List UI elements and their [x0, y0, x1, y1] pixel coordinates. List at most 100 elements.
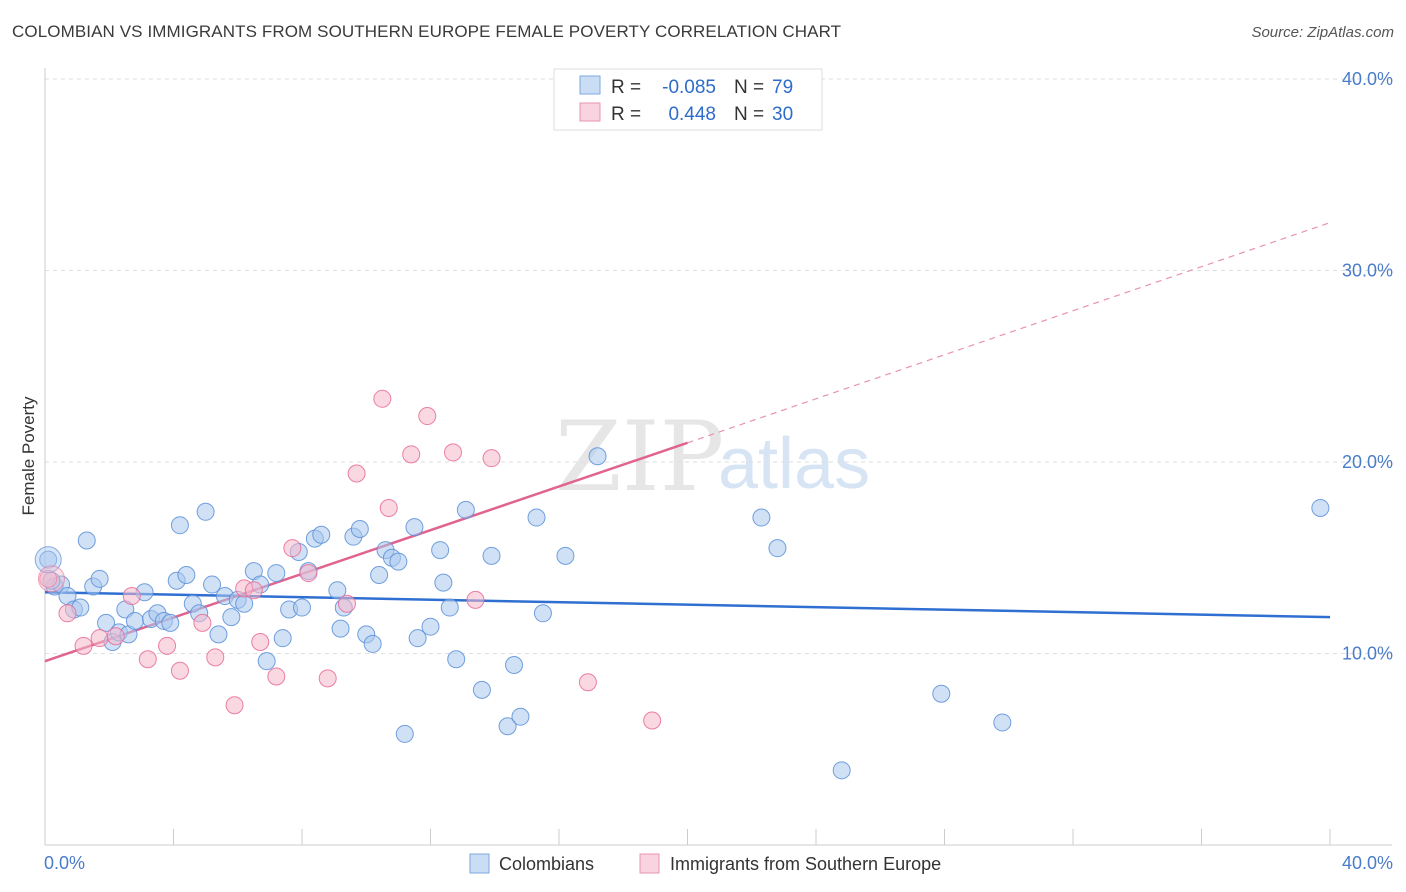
stats-legend: R = -0.085 N = 79 R = 0.448 N = 30 — [553, 68, 823, 131]
legend-n-label-1: N = — [734, 77, 764, 98]
point-colombians-50 — [370, 565, 389, 584]
point-colombians-59 — [434, 573, 453, 592]
x-tick-label-1: 40.0% — [1342, 853, 1393, 873]
y-tick-label-1: 20.0% — [1342, 452, 1393, 472]
point-colombians-19 — [161, 613, 180, 632]
point-southern-europe-14 — [251, 633, 270, 652]
chart-title: COLOMBIAN VS IMMIGRANTS FROM SOUTHERN EU… — [12, 22, 842, 41]
point-colombians-55 — [405, 518, 424, 537]
point-southern-europe-21 — [373, 389, 392, 408]
x-tick-label-0: 0.0% — [44, 853, 85, 873]
data-points — [34, 389, 1330, 780]
point-colombians-22 — [177, 565, 196, 584]
point-southern-europe-27 — [482, 449, 501, 468]
point-southern-europe-19 — [337, 594, 356, 613]
point-southern-europe-4 — [106, 627, 125, 646]
point-southern-europe-29 — [643, 711, 662, 730]
legend-r-value-2: 0.448 — [668, 104, 716, 125]
point-colombians-68 — [527, 508, 546, 527]
point-southern-europe-23 — [402, 445, 421, 464]
point-southern-europe-9 — [193, 613, 212, 632]
point-southern-europe-11 — [225, 696, 244, 715]
y-tick-label-3: 40.0% — [1342, 69, 1393, 89]
point-southern-europe-22 — [379, 498, 398, 517]
point-southern-europe-25 — [443, 443, 462, 462]
legend-swatch-southern-europe — [579, 102, 601, 122]
point-colombians-63 — [472, 680, 491, 699]
point-colombians-75 — [932, 684, 951, 703]
point-southern-europe-3 — [90, 629, 109, 648]
legend-n-value-1: 79 — [772, 77, 793, 98]
point-colombians-43 — [328, 581, 347, 600]
point-colombians-26 — [203, 575, 222, 594]
point-southern-europe-7 — [158, 636, 177, 655]
point-southern-europe-13 — [244, 581, 263, 600]
chart-source: Source: ZipAtlas.com — [1251, 24, 1394, 41]
point-colombians-9 — [97, 613, 116, 632]
point-colombians-72 — [752, 508, 771, 527]
point-colombians-70 — [556, 546, 575, 565]
point-colombians-62 — [456, 500, 475, 519]
point-colombians-49 — [363, 634, 382, 653]
series-legend-swatch-southern-europe — [639, 853, 660, 874]
point-southern-europe-24 — [418, 407, 437, 426]
y-tick-labels: 10.0% 20.0% 30.0% 40.0% — [1342, 69, 1393, 664]
watermark-atlas: atlas — [718, 424, 870, 504]
series-legend-label-southern-europe: Immigrants from Southern Europe — [670, 854, 941, 874]
point-colombians-53 — [389, 552, 408, 571]
point-colombians-66 — [505, 655, 524, 674]
point-southern-europe-20 — [347, 464, 366, 483]
point-southern-europe-cluster — [37, 565, 65, 593]
point-southern-europe-8 — [170, 661, 189, 680]
point-colombians-34 — [257, 652, 276, 671]
series-legend-swatch-colombians — [469, 853, 490, 874]
point-southern-europe-5 — [122, 587, 141, 606]
y-axis-label: Female Poverty — [19, 396, 38, 516]
point-colombians-54 — [395, 724, 414, 743]
point-colombians-56 — [408, 629, 427, 648]
point-colombians-21 — [170, 516, 189, 535]
legend-n-value-2: 30 — [772, 104, 793, 125]
point-colombians-71 — [588, 447, 607, 466]
legend-r-label-2: R = — [611, 104, 641, 125]
y-tick-label-0: 10.0% — [1342, 644, 1393, 664]
point-colombians-61 — [447, 650, 466, 669]
point-southern-europe-2 — [74, 636, 93, 655]
point-southern-europe-26 — [466, 590, 485, 609]
point-colombians-29 — [222, 608, 241, 627]
point-colombians-27 — [209, 625, 228, 644]
series-legend: Colombians Immigrants from Southern Euro… — [469, 853, 941, 874]
point-colombians-8 — [90, 569, 109, 588]
point-colombians-0 — [39, 550, 58, 569]
point-colombians-25 — [196, 502, 215, 521]
point-colombians-35 — [267, 564, 286, 583]
x-tick-labels: 0.0% 40.0% — [44, 853, 1393, 873]
point-colombians-67 — [511, 707, 530, 726]
point-southern-europe-28 — [578, 673, 597, 692]
point-colombians-73 — [768, 539, 787, 558]
legend-swatch-colombians — [579, 75, 601, 95]
axes — [44, 68, 1392, 846]
point-colombians-36 — [273, 629, 292, 648]
legend-r-value-1: -0.085 — [662, 77, 716, 98]
point-southern-europe-6 — [138, 650, 157, 669]
point-colombians-57 — [421, 617, 440, 636]
point-colombians-47 — [350, 520, 369, 539]
point-colombians-39 — [293, 598, 311, 617]
watermark-zip: ZIP — [555, 401, 724, 513]
point-colombians-58 — [431, 541, 450, 560]
y-tick-label-2: 30.0% — [1342, 261, 1393, 281]
point-southern-europe-16 — [283, 539, 302, 558]
legend-r-label-1: R = — [611, 77, 641, 98]
point-colombians-77 — [1311, 498, 1330, 517]
legend-n-label-2: N = — [734, 104, 764, 125]
point-colombians-14 — [125, 611, 144, 630]
trend-line-southern-europe-extension — [687, 222, 1331, 444]
point-southern-europe-15 — [267, 667, 286, 686]
series-legend-label-colombians: Colombians — [499, 854, 594, 874]
point-southern-europe-0 — [39, 569, 58, 588]
point-southern-europe-17 — [299, 564, 318, 583]
point-colombians-60 — [440, 598, 459, 617]
point-colombians-44 — [331, 619, 350, 638]
